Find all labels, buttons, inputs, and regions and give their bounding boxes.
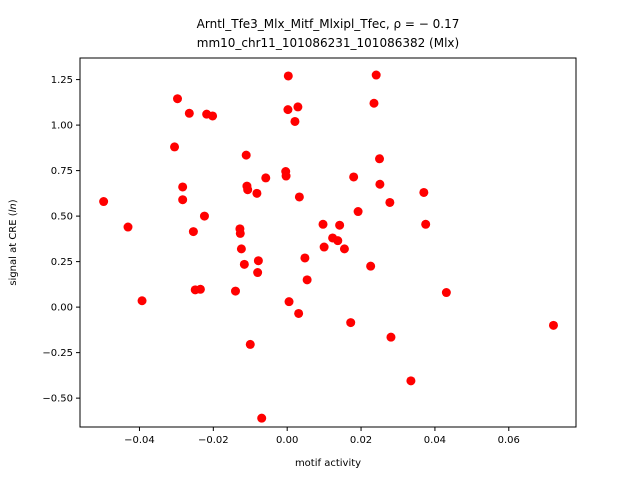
x-tick-label: 0.00 xyxy=(276,435,298,446)
y-tick-label: −0.50 xyxy=(42,394,73,405)
data-point xyxy=(252,188,262,198)
data-point xyxy=(548,320,558,330)
data-point xyxy=(300,253,310,263)
data-point xyxy=(319,242,329,252)
data-point xyxy=(441,288,451,298)
y-tick-label: 0.50 xyxy=(51,212,73,223)
x-tick-label: 0.02 xyxy=(350,435,372,446)
data-point xyxy=(369,98,379,108)
y-axis-label-suffix: ) xyxy=(8,199,19,203)
data-point xyxy=(293,102,303,112)
data-point xyxy=(99,197,109,207)
data-point xyxy=(419,187,429,197)
data-point xyxy=(178,195,188,205)
y-tick-label: 0.25 xyxy=(51,257,73,268)
data-point xyxy=(178,182,188,192)
data-point xyxy=(241,150,251,160)
chart-title-line2: mm10_chr11_101086231_101086382 (Mlx) xyxy=(197,36,459,50)
y-axis-label: signal at CRE (ln) xyxy=(8,199,19,285)
data-point xyxy=(188,227,198,237)
data-point xyxy=(253,268,263,278)
data-point xyxy=(421,219,431,229)
y-tick-label: 1.00 xyxy=(51,121,73,132)
data-point xyxy=(290,116,300,126)
data-point xyxy=(239,259,249,269)
y-axis-label-unit: ln xyxy=(8,203,19,212)
data-point xyxy=(335,220,345,230)
data-point xyxy=(318,219,328,229)
y-tick-label: 1.25 xyxy=(51,75,73,86)
data-point xyxy=(284,297,294,307)
data-point xyxy=(235,228,245,238)
data-point xyxy=(123,222,133,232)
data-point xyxy=(294,192,304,202)
data-point xyxy=(173,94,183,104)
x-tick-label: 0.04 xyxy=(424,435,446,446)
y-tick-label: 0.00 xyxy=(51,303,73,314)
data-point xyxy=(245,339,255,349)
plot-frame xyxy=(79,57,577,428)
data-point xyxy=(208,111,218,121)
data-point xyxy=(283,71,293,81)
data-point xyxy=(261,173,271,183)
y-tick-label: 0.75 xyxy=(51,166,73,177)
data-point xyxy=(385,197,395,207)
data-point xyxy=(283,105,293,115)
data-point xyxy=(371,70,381,80)
y-axis-label-prefix: signal at CRE ( xyxy=(8,212,19,285)
x-axis-label: motif activity xyxy=(295,458,361,469)
data-points xyxy=(99,70,558,423)
x-tick-label: −0.02 xyxy=(198,435,229,446)
data-point xyxy=(230,286,240,296)
data-point xyxy=(236,244,246,254)
data-point xyxy=(339,244,349,254)
x-tick-label: 0.06 xyxy=(498,435,520,446)
data-point xyxy=(170,142,180,152)
data-point xyxy=(302,275,312,285)
data-point xyxy=(375,179,385,189)
data-point xyxy=(195,284,205,294)
data-point xyxy=(386,332,396,342)
data-point xyxy=(253,256,263,266)
data-point xyxy=(281,171,291,181)
data-point xyxy=(353,207,363,217)
data-point xyxy=(184,108,194,118)
data-point xyxy=(243,185,253,195)
data-point xyxy=(406,376,416,386)
data-point xyxy=(294,308,304,318)
data-point xyxy=(333,236,343,246)
data-point xyxy=(137,296,147,306)
chart-title-line1: Arntl_Tfe3_Mlx_Mitf_Mlxipl_Tfec, ρ = − 0… xyxy=(197,17,460,31)
data-point xyxy=(375,154,385,164)
data-point xyxy=(366,261,376,271)
y-tick-label: −0.25 xyxy=(42,348,73,359)
data-point xyxy=(199,211,209,221)
x-axis-ticks: −0.04 −0.02 0.00 0.02 0.04 0.06 xyxy=(124,427,520,446)
data-point xyxy=(346,318,356,328)
data-point xyxy=(257,413,267,423)
data-point xyxy=(349,172,359,182)
x-tick-label: −0.04 xyxy=(124,435,155,446)
y-axis-ticks: −0.50 −0.25 0.00 0.25 0.50 0.75 1.00 1.25 xyxy=(42,75,80,405)
